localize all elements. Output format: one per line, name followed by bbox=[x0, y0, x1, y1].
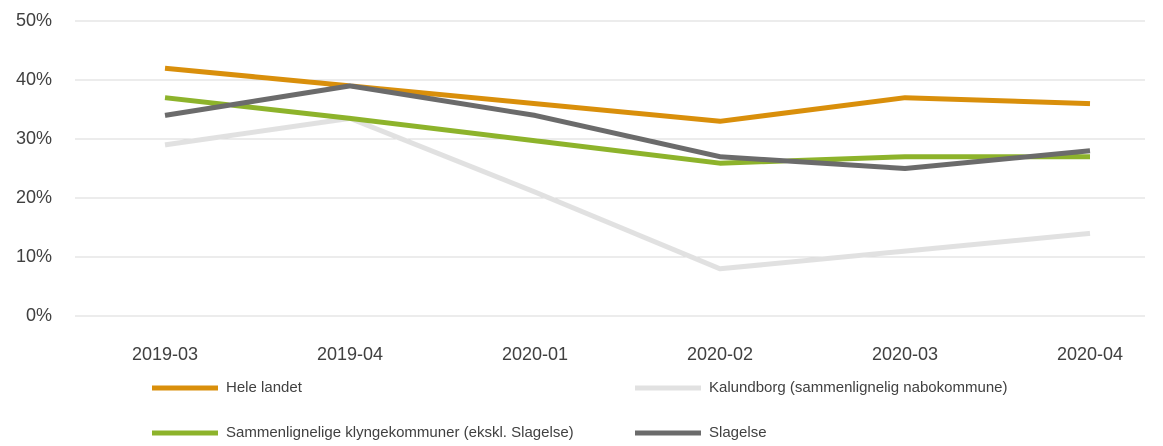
x-tick-label: 2019-04 bbox=[317, 344, 383, 364]
x-tick-label: 2020-03 bbox=[872, 344, 938, 364]
x-tick-label: 2020-04 bbox=[1057, 344, 1123, 364]
legend-label: Kalundborg (sammenlignelig nabokommune) bbox=[709, 379, 1008, 396]
y-tick-label: 10% bbox=[16, 246, 52, 266]
x-tick-label: 2020-02 bbox=[687, 344, 753, 364]
y-tick-label: 0% bbox=[26, 305, 52, 325]
x-tick-label: 2019-03 bbox=[132, 344, 198, 364]
x-tick-label: 2020-01 bbox=[502, 344, 568, 364]
series-line bbox=[164, 95, 1090, 166]
y-tick-label: 20% bbox=[16, 187, 52, 207]
series-line bbox=[164, 65, 1091, 124]
y-tick-label: 40% bbox=[16, 69, 52, 89]
series-line bbox=[164, 83, 1091, 171]
y-tick-label: 50% bbox=[16, 10, 52, 30]
legend-label: Slagelse bbox=[709, 424, 767, 441]
series-line bbox=[164, 115, 1091, 272]
legend-label: Hele landet bbox=[226, 379, 303, 396]
legend-label: Sammenlignelige klyngekommuner (ekskl. S… bbox=[226, 424, 574, 441]
y-tick-label: 30% bbox=[16, 128, 52, 148]
